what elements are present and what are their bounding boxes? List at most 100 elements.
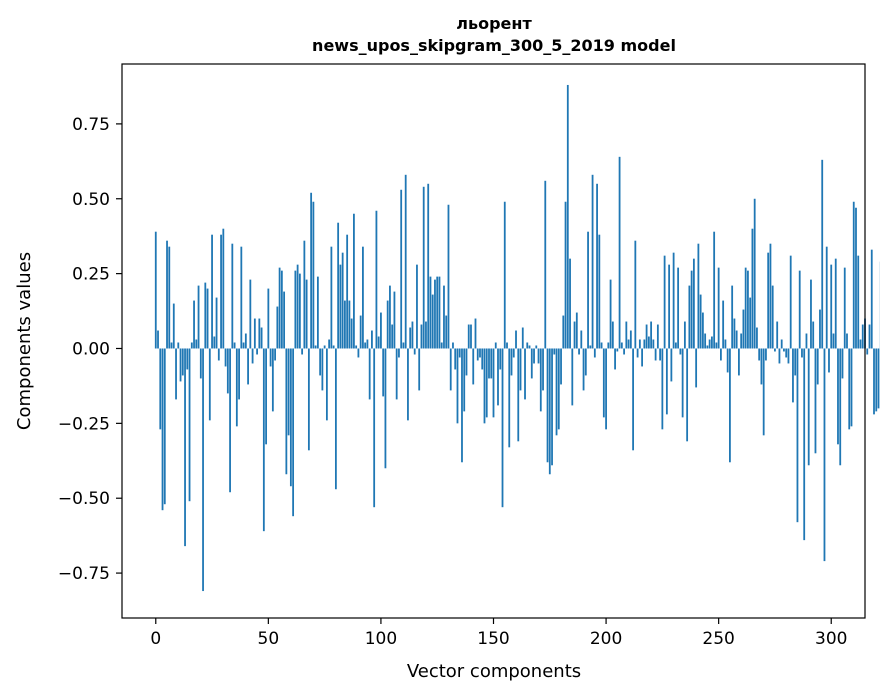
bar-159	[512, 348, 515, 358]
bar-7	[170, 342, 173, 349]
bar-143	[476, 348, 479, 361]
bar-308	[848, 348, 851, 430]
bar-33	[229, 348, 231, 493]
bar-115	[413, 348, 416, 355]
bar-30	[222, 228, 225, 349]
bar-29	[220, 234, 222, 349]
bar-84	[344, 300, 346, 349]
bar-179	[557, 348, 560, 430]
y-tick-label: −0.50	[58, 489, 110, 509]
bar-255	[729, 348, 731, 463]
bar-176	[551, 348, 553, 466]
bar-108	[398, 348, 400, 358]
bar-109	[400, 189, 403, 349]
bar-282	[789, 255, 792, 349]
bar-122	[429, 276, 432, 349]
bar-226	[663, 255, 666, 349]
y-tick-label: 0.75	[72, 115, 110, 135]
bar-317	[868, 324, 871, 349]
bar-65	[301, 348, 304, 355]
x-axis-label: Vector components	[407, 661, 581, 682]
bar-48	[262, 348, 265, 532]
bar-195	[593, 348, 596, 358]
bar-272	[767, 252, 770, 349]
bar-135	[458, 348, 461, 358]
bar-194	[591, 174, 594, 349]
bar-161	[517, 348, 520, 442]
bar-106	[393, 291, 396, 349]
bar-197	[598, 234, 601, 349]
bar-307	[846, 333, 848, 349]
bar-256	[731, 285, 734, 349]
bar-295	[819, 309, 821, 349]
bar-140	[470, 324, 472, 349]
bar-214	[636, 348, 639, 358]
bar-62	[294, 270, 297, 349]
bar-309	[850, 348, 853, 427]
bar-3	[161, 348, 164, 511]
bar-293	[814, 348, 817, 454]
bar-235	[683, 321, 686, 349]
bar-0	[154, 231, 157, 349]
bar-74	[321, 348, 324, 391]
bar-2	[159, 348, 162, 430]
bar-54	[276, 306, 279, 349]
bar-276	[776, 321, 779, 349]
bar-125	[436, 276, 439, 349]
bar-32	[226, 348, 229, 394]
bar-49	[265, 348, 267, 445]
bar-165	[526, 342, 529, 349]
bar-210	[627, 339, 630, 349]
bar-137	[463, 348, 466, 412]
bar-24	[208, 348, 211, 421]
bar-121	[427, 183, 430, 349]
bar-56	[280, 270, 283, 349]
bar-38	[240, 246, 243, 349]
bar-320	[875, 348, 878, 412]
bar-133	[454, 348, 457, 370]
bar-141	[472, 348, 475, 385]
bar-265	[751, 228, 754, 349]
bar-104	[389, 285, 391, 349]
bar-15	[188, 348, 191, 502]
bar-150	[492, 348, 495, 418]
bar-52	[271, 348, 274, 412]
bar-247	[711, 336, 713, 349]
bar-142	[474, 318, 477, 349]
bar-76	[325, 348, 328, 421]
bar-291	[810, 279, 812, 349]
x-tick-label: 250	[702, 629, 734, 649]
bar-301	[832, 333, 835, 349]
bar-242	[699, 294, 702, 349]
bar-139	[467, 324, 470, 349]
bar-243	[701, 312, 704, 349]
bar-120	[425, 321, 427, 349]
bar-177	[553, 348, 556, 355]
bar-118	[420, 324, 423, 349]
bar-77	[328, 339, 331, 349]
bar-39	[242, 342, 245, 349]
bar-37	[238, 348, 240, 400]
y-axis-label: Components values	[14, 252, 35, 430]
bar-198	[600, 342, 603, 349]
bar-88	[353, 213, 355, 349]
bar-280	[785, 348, 788, 358]
bar-187	[575, 312, 578, 349]
bar-124	[434, 279, 436, 349]
bar-200	[605, 348, 607, 430]
bar-178	[555, 348, 558, 436]
bar-63	[296, 264, 299, 349]
bar-90	[357, 348, 360, 358]
bar-233	[679, 348, 682, 355]
bar-36	[235, 348, 238, 427]
x-axis-ticks: 0 50 100 150 200 250 300	[150, 618, 847, 649]
bar-228	[668, 264, 671, 349]
bar-134	[456, 348, 459, 424]
bar-157	[508, 348, 511, 448]
bar-206	[618, 156, 621, 349]
bar-281	[787, 348, 790, 364]
bar-259	[738, 348, 740, 376]
bar-78	[330, 246, 333, 349]
bar-302	[834, 258, 837, 349]
